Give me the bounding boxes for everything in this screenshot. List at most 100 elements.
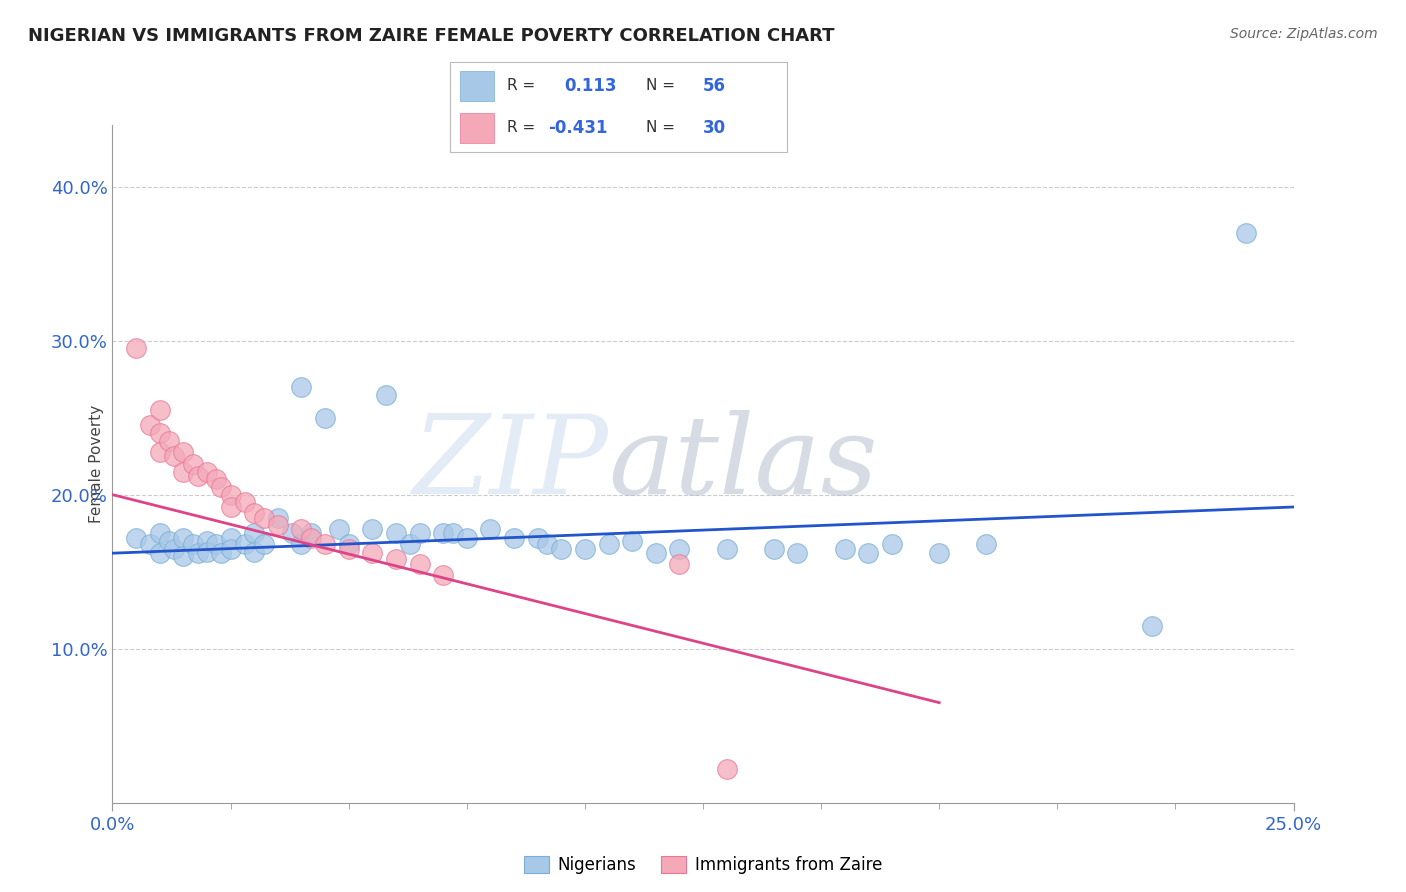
Point [503, 531, 526, 545]
Point [408, 557, 430, 571]
Point [195, 465, 218, 479]
Point [432, 526, 454, 541]
Point [172, 465, 194, 479]
Point [172, 531, 194, 545]
Point [181, 537, 204, 551]
Point [299, 531, 322, 545]
Text: N =: N = [645, 78, 675, 93]
Point [299, 526, 322, 541]
Point [209, 546, 232, 560]
Point [621, 533, 644, 548]
Point [219, 541, 242, 556]
Point [149, 526, 172, 541]
Point [209, 480, 232, 494]
Point [233, 537, 256, 551]
Point [149, 403, 172, 417]
Point [644, 546, 666, 560]
Text: R =: R = [508, 120, 536, 135]
Point [181, 457, 204, 471]
Point [195, 533, 218, 548]
Point [314, 410, 336, 425]
Point [668, 557, 690, 571]
Point [858, 546, 880, 560]
Point [157, 533, 180, 548]
Point [1140, 618, 1163, 632]
Legend: Nigerians, Immigrants from Zaire: Nigerians, Immigrants from Zaire [516, 847, 890, 882]
FancyBboxPatch shape [450, 62, 787, 152]
Text: ZIP: ZIP [412, 410, 609, 517]
Point [385, 526, 408, 541]
Point [163, 449, 186, 463]
Point [536, 537, 558, 551]
Text: 56: 56 [703, 77, 725, 95]
Point [337, 541, 360, 556]
Point [786, 546, 808, 560]
Point [314, 537, 336, 551]
Point [361, 546, 384, 560]
Point [267, 518, 290, 533]
Point [149, 425, 172, 440]
Text: 30: 30 [703, 119, 725, 136]
Point [267, 510, 290, 524]
Point [186, 546, 208, 560]
Point [880, 537, 903, 551]
Point [149, 546, 172, 560]
Point [290, 380, 312, 394]
Point [205, 472, 228, 486]
FancyBboxPatch shape [460, 113, 494, 143]
FancyBboxPatch shape [460, 71, 494, 101]
Point [253, 537, 276, 551]
Point [408, 526, 430, 541]
Point [125, 531, 148, 545]
Point [125, 341, 148, 355]
Point [928, 546, 950, 560]
Text: atlas: atlas [609, 410, 879, 517]
Point [281, 526, 304, 541]
Point [328, 522, 350, 536]
Text: Source: ZipAtlas.com: Source: ZipAtlas.com [1230, 27, 1378, 41]
Point [834, 541, 856, 556]
Text: NIGERIAN VS IMMIGRANTS FROM ZAIRE FEMALE POVERTY CORRELATION CHART: NIGERIAN VS IMMIGRANTS FROM ZAIRE FEMALE… [28, 27, 835, 45]
Point [219, 531, 242, 545]
Point [375, 387, 398, 401]
Point [716, 762, 738, 776]
Point [479, 522, 502, 536]
Point [716, 541, 738, 556]
Point [219, 488, 242, 502]
Point [762, 541, 785, 556]
Point [361, 522, 384, 536]
Point [441, 526, 464, 541]
Point [243, 526, 266, 541]
Point [243, 544, 266, 558]
Y-axis label: Female Poverty: Female Poverty [89, 405, 104, 523]
Point [337, 537, 360, 551]
Point [574, 541, 596, 556]
Point [243, 506, 266, 520]
Point [1234, 226, 1257, 240]
Text: 0.113: 0.113 [565, 77, 617, 95]
Point [668, 541, 690, 556]
Point [385, 552, 408, 566]
Point [432, 567, 454, 582]
Point [550, 541, 572, 556]
Point [290, 537, 312, 551]
Text: N =: N = [645, 120, 675, 135]
Point [195, 544, 218, 558]
Point [157, 434, 180, 448]
Point [290, 522, 312, 536]
Point [163, 541, 186, 556]
Text: -0.431: -0.431 [548, 119, 607, 136]
Point [139, 537, 162, 551]
Point [598, 537, 620, 551]
Point [253, 510, 276, 524]
Point [205, 537, 228, 551]
Point [172, 444, 194, 458]
Point [399, 537, 422, 551]
Point [456, 531, 478, 545]
Point [186, 469, 208, 483]
Point [149, 444, 172, 458]
Point [976, 537, 998, 551]
Point [139, 418, 162, 433]
Point [233, 495, 256, 509]
Point [526, 531, 548, 545]
